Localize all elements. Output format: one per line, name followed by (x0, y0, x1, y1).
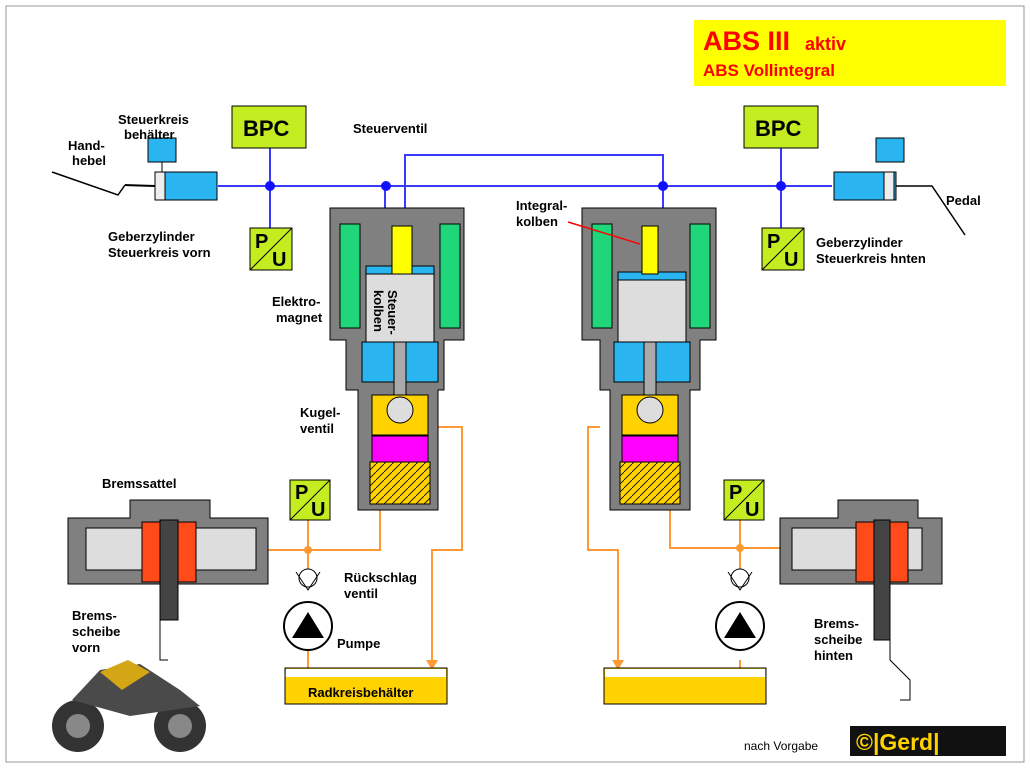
label-hand: Hand- (68, 138, 105, 153)
label-steuerkolben-1: Steuer- (385, 290, 400, 335)
credit-text: nach Vorgabe (744, 739, 818, 753)
svg-text:U: U (272, 249, 286, 271)
motorcycle-image (52, 660, 206, 752)
label-behaelter: behälter (124, 127, 175, 142)
label-hinten: hinten (814, 648, 853, 663)
wheel-reservoir-front: Radkreisbehälter (284, 667, 448, 705)
title-main: ABS III (703, 26, 790, 56)
label-hebel: hebel (72, 153, 106, 168)
label-ventil: ventil (300, 421, 334, 436)
pressure-sensor: PU PU PU PU (249, 227, 805, 521)
label-rueckschlag-ventil: ventil (344, 586, 378, 601)
label-pumpe: Pumpe (337, 636, 380, 651)
label-kolben: kolben (516, 214, 558, 229)
master-cylinder-front (51, 137, 218, 201)
svg-text:P: P (295, 482, 308, 504)
svg-text:BPC: BPC (243, 116, 290, 141)
svg-text:P: P (767, 231, 780, 253)
bpc-front: BPC (231, 105, 307, 149)
brake-caliper-rear (779, 499, 943, 701)
label-integral: Integral- (516, 198, 567, 213)
label-rueckschlag: Rückschlag (344, 570, 417, 585)
label-steuerkolben-2: kolben (371, 290, 386, 332)
title-status: aktiv (805, 34, 846, 54)
label-kugel: Kugel- (300, 405, 340, 420)
label-scheibe-vorn: scheibe (72, 624, 120, 639)
svg-text:P: P (729, 482, 742, 504)
label-bremssattel: Bremssattel (102, 476, 176, 491)
control-valve-rear (581, 207, 717, 511)
label-pedal: Pedal (946, 193, 981, 208)
svg-text:U: U (745, 499, 759, 521)
title-sub: ABS Vollintegral (703, 61, 835, 80)
title-box: ABS III aktiv ABS Vollintegral (694, 20, 1006, 86)
label-steuerventil: Steuerventil (353, 121, 427, 136)
svg-text:BPC: BPC (755, 116, 802, 141)
svg-text:©|Gerd|: ©|Gerd| (856, 729, 940, 755)
label-scheibe-hinten: scheibe (814, 632, 862, 647)
master-cylinder-rear (833, 137, 966, 236)
control-valve-front (329, 207, 465, 511)
label-vorn: vorn (72, 640, 100, 655)
label-steuerkreis-vorn: Steuerkreis vorn (108, 245, 211, 260)
frame (5, 5, 1025, 763)
bpc-rear: BPC (743, 105, 819, 149)
check-valve-rear (727, 568, 753, 591)
label-elektro: Elektro- (272, 294, 320, 309)
label-steuerkreis: Steuerkreis (118, 112, 189, 127)
label-brems-hinten: Brems- (814, 616, 859, 631)
svg-text:P: P (255, 231, 268, 253)
label-steuerkreis-hinten: Steuerkreis hnten (816, 251, 926, 266)
pump-rear (715, 601, 765, 651)
wheel-reservoir-rear (603, 667, 767, 705)
svg-text:U: U (311, 499, 325, 521)
label-geberzylinder-hinten: Geberzylinder (816, 235, 903, 250)
brake-caliper-front (67, 499, 269, 661)
gerd-logo: ©|Gerd| (850, 726, 1006, 756)
svg-text:U: U (784, 249, 798, 271)
label-brems-vorn: Brems- (72, 608, 117, 623)
check-valve-front (295, 568, 321, 591)
label-magnet: magnet (276, 310, 323, 325)
pump-front (283, 601, 333, 651)
label-geberzylinder-vorn: Geberzylinder (108, 229, 195, 244)
svg-text:Radkreisbehälter: Radkreisbehälter (308, 685, 414, 700)
